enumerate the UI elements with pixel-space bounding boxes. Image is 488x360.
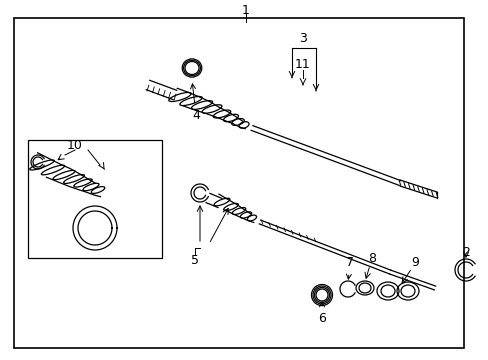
Text: 11: 11: [295, 58, 310, 71]
Text: 3: 3: [299, 32, 306, 45]
Text: 1: 1: [242, 4, 249, 17]
Text: 8: 8: [367, 252, 375, 265]
Text: 7: 7: [346, 256, 353, 279]
Text: 4: 4: [190, 84, 200, 122]
Bar: [28, 140, 162, 258]
Text: 6: 6: [317, 302, 325, 324]
Text: 9: 9: [410, 256, 418, 269]
Text: 5: 5: [191, 253, 199, 266]
Text: 2: 2: [461, 246, 469, 258]
Text: 10: 10: [67, 139, 83, 152]
